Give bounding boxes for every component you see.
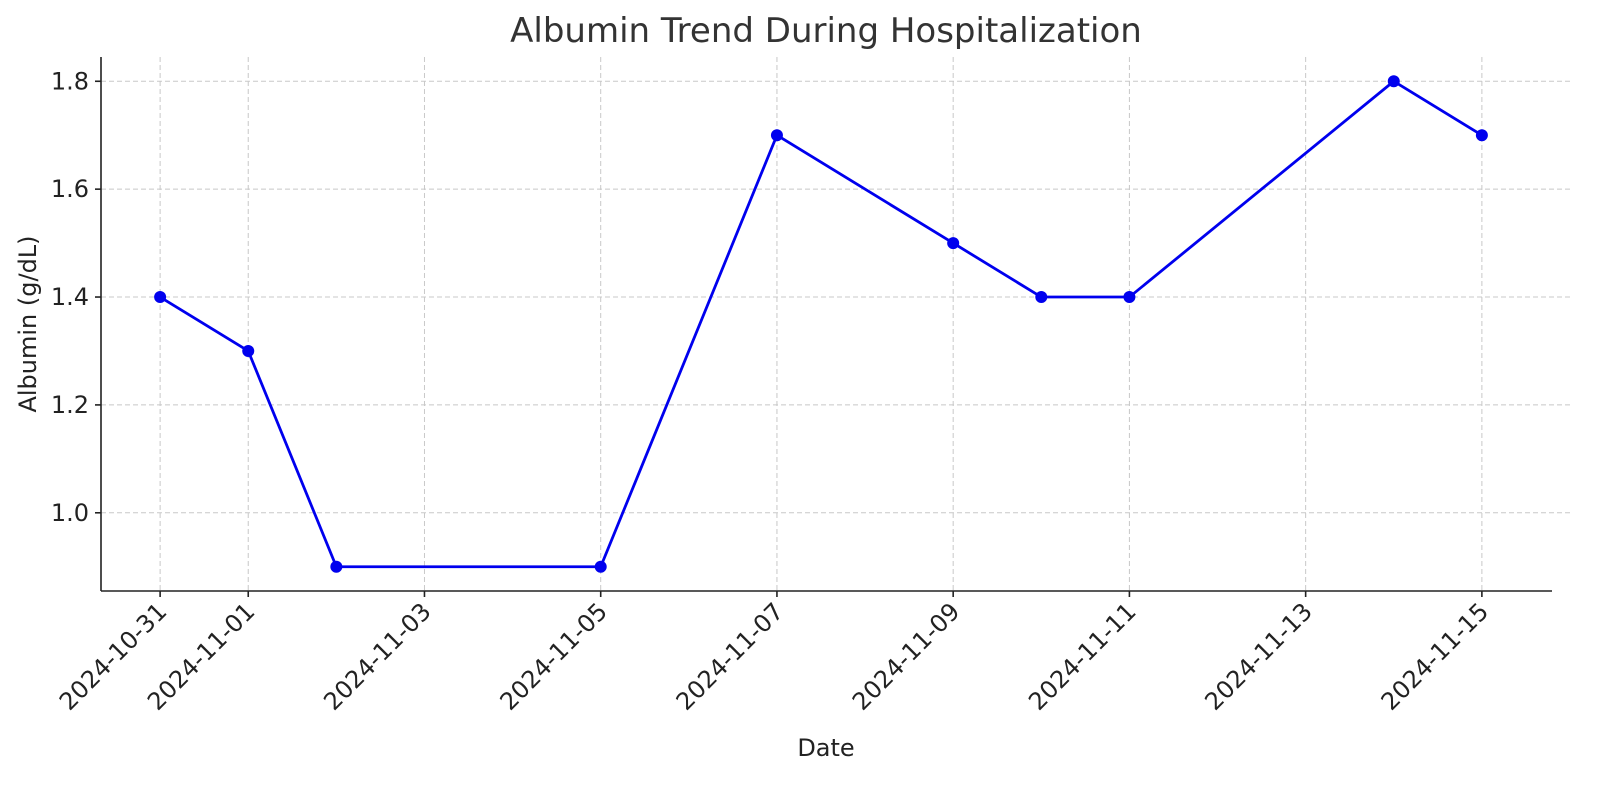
x-axis-label: Date [797, 734, 854, 762]
x-tick-label: 2024-11-13 [1199, 597, 1317, 715]
x-tick-label: 2024-11-11 [1023, 597, 1141, 715]
marker [1123, 291, 1136, 304]
marker [154, 291, 167, 304]
y-tick-label: 1.0 [51, 499, 89, 527]
marker [1475, 129, 1488, 142]
x-tick-label: 2024-11-05 [495, 597, 613, 715]
x-tick-label: 2024-11-09 [847, 597, 965, 715]
x-tick-label: 2024-11-15 [1376, 597, 1494, 715]
y-tick-label: 1.4 [51, 283, 89, 311]
marker [1387, 75, 1400, 88]
y-tick-label: 1.6 [51, 175, 89, 203]
x-tick-label: 2024-11-03 [318, 597, 436, 715]
y-axis-label: Albumin (g/dL) [14, 235, 42, 412]
line [159, 79, 1483, 569]
marker [242, 344, 255, 357]
y-tick-label: 1.2 [51, 391, 89, 419]
marker [947, 237, 960, 250]
x-tick-label: 2024-11-07 [671, 597, 789, 715]
chart-title: Albumin Trend During Hospitalization [510, 11, 1142, 51]
marker [770, 129, 783, 142]
marker [330, 560, 343, 573]
y-tick-label: 1.8 [51, 67, 89, 95]
marker [594, 560, 607, 573]
marker [1035, 291, 1048, 304]
